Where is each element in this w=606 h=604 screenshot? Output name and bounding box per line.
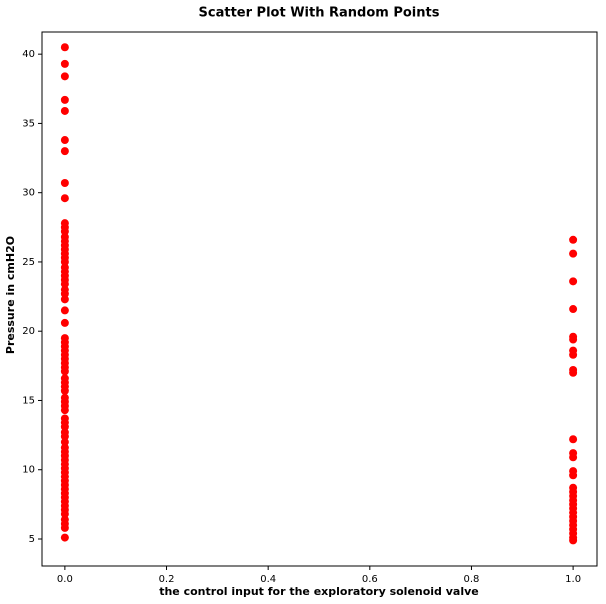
point (60, 438, 69, 447)
point (60, 295, 69, 304)
point (60, 136, 69, 145)
point (60, 533, 69, 542)
x-tick-label: 1.0 (565, 574, 581, 585)
x-tick-label: 0.2 (159, 574, 175, 585)
point (569, 335, 578, 344)
y-tick-label: 15 (22, 395, 35, 406)
point (60, 178, 69, 187)
point (60, 95, 69, 104)
point (60, 194, 69, 203)
point (60, 386, 69, 395)
y-tick-label: 40 (22, 49, 35, 60)
point (60, 318, 69, 327)
point (569, 305, 578, 314)
point (60, 510, 69, 519)
point (60, 406, 69, 415)
y-tick-label: 20 (22, 326, 35, 337)
point (60, 523, 69, 532)
point (60, 227, 69, 236)
point (569, 249, 578, 258)
point (60, 72, 69, 81)
point (569, 368, 578, 377)
point (60, 367, 69, 376)
point (60, 306, 69, 315)
point (60, 422, 69, 431)
x-tick-label: 0.8 (464, 574, 480, 585)
point (60, 43, 69, 52)
y-tick-label: 25 (22, 257, 35, 268)
y-tick-label: 5 (29, 534, 35, 545)
x-axis-label: the control input for the exploratory so… (159, 585, 479, 598)
point (60, 106, 69, 115)
point (60, 289, 69, 298)
y-axis-label: Pressure in cmH2O (4, 236, 17, 354)
point (569, 350, 578, 359)
point (569, 435, 578, 444)
point (60, 59, 69, 68)
y-tick-label: 10 (22, 465, 35, 476)
x-tick-label: 0.0 (57, 574, 73, 585)
x-tick-label: 0.6 (362, 574, 378, 585)
y-tick-label: 35 (22, 118, 35, 129)
chart-title: Scatter Plot With Random Points (199, 6, 440, 21)
point (569, 453, 578, 462)
point (60, 257, 69, 266)
x-tick-label: 0.4 (260, 574, 276, 585)
point (60, 147, 69, 156)
point (569, 471, 578, 480)
point (569, 536, 578, 545)
point (569, 235, 578, 244)
y-tick-label: 30 (22, 188, 35, 199)
point (60, 280, 69, 289)
point (569, 277, 578, 286)
point (60, 432, 69, 441)
plot-frame (41, 31, 598, 567)
